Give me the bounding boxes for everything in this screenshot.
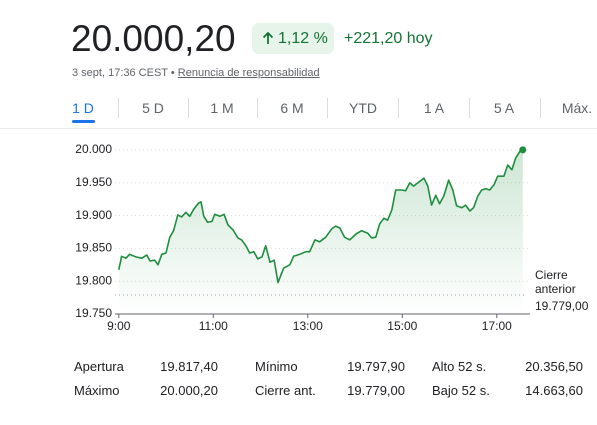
stat-value: 20.000,20 xyxy=(160,383,218,398)
range-tab[interactable]: 1 A xyxy=(423,100,445,116)
range-tab[interactable]: 6 M xyxy=(280,100,304,116)
tab-separator xyxy=(257,98,258,118)
y-tick-label: 19.750 xyxy=(75,306,112,320)
stat-label: Cierre ant. xyxy=(255,383,316,398)
stat-label: Máximo xyxy=(74,383,120,398)
y-tick-label: 19.900 xyxy=(75,208,112,222)
y-tick-label: 19.800 xyxy=(75,273,112,287)
tabs-divider xyxy=(0,128,597,129)
area xyxy=(118,149,523,314)
tab-underline xyxy=(72,120,95,123)
y-tick-label: 19.950 xyxy=(75,175,112,189)
stat-label: Bajo 52 s. xyxy=(432,383,490,398)
x-tick-label: 9:00 xyxy=(107,319,131,333)
stat-value: 19.797,90 xyxy=(347,359,405,374)
tab-separator xyxy=(118,98,119,118)
stat-value: 20.356,50 xyxy=(525,359,583,374)
y-tick-label: 19.850 xyxy=(75,241,112,255)
stat-label: Apertura xyxy=(74,359,124,374)
change-badge xyxy=(252,23,334,54)
range-tab[interactable]: 1 M xyxy=(210,100,234,116)
timestamp: 3 sept, 17:36 CEST xyxy=(72,67,168,79)
chart: 19.750 19.800 19.850 19.900 19.950 20.000 9:00… xyxy=(75,142,530,333)
range-tab[interactable]: 5 D xyxy=(142,100,164,116)
tab-separator xyxy=(188,98,189,118)
end-point xyxy=(519,146,527,154)
up-arrow xyxy=(262,31,274,44)
x-tick-label: 17:00 xyxy=(482,319,512,333)
tab-separator xyxy=(469,98,470,118)
tab-separator xyxy=(398,98,399,118)
stat-value: 14.663,60 xyxy=(525,383,583,398)
x-tick-label: 15:00 xyxy=(387,319,417,333)
range-tab[interactable]: 1 D xyxy=(72,100,94,116)
range-tab[interactable]: 5 A xyxy=(493,100,515,116)
stat-value: 19.779,00 xyxy=(347,383,405,398)
price: 20.000,20 xyxy=(71,18,236,59)
stat-label: Alto 52 s. xyxy=(432,359,487,374)
reference-label: Cierre anterior xyxy=(535,268,576,296)
meta-line: 3 sept, 17:36 CEST • Renuncia de respons… xyxy=(72,67,320,79)
disclaimer-link[interactable]: Renuncia de responsabilidad xyxy=(177,67,320,79)
line xyxy=(118,149,524,284)
change-percent: 1,12 % xyxy=(278,30,328,47)
reference-value: 19.779,00 xyxy=(535,299,589,313)
stat-label: Mínimo xyxy=(255,359,298,374)
x-tick-label: 13:00 xyxy=(293,319,323,333)
y-tick-label: 20.000 xyxy=(75,142,112,156)
x-tick-label: 11:00 xyxy=(199,319,228,333)
range-tab[interactable]: YTD xyxy=(349,100,377,116)
change-absolute: +221,20 hoy xyxy=(344,30,433,47)
stat-value: 19.817,40 xyxy=(160,359,218,374)
range-tab[interactable]: Máx. xyxy=(561,100,593,116)
tab-separator xyxy=(327,98,328,118)
tab-separator xyxy=(540,98,541,118)
